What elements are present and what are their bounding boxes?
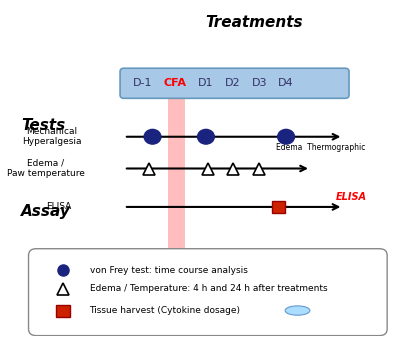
Text: ELISA: ELISA [46, 203, 72, 211]
Bar [272, 201, 285, 213]
FancyBboxPatch shape [120, 68, 349, 98]
FancyBboxPatch shape [28, 249, 387, 336]
Circle shape [198, 129, 214, 144]
Text: D1: D1 [198, 78, 214, 88]
Text: ELISA: ELISA [336, 192, 366, 202]
Text: Mechanical
Hyperalgesia: Mechanical Hyperalgesia [22, 127, 81, 147]
Text: CFA: CFA [164, 78, 187, 88]
Text: Tissue harvest (Cytokine dosage): Tissue harvest (Cytokine dosage) [90, 306, 240, 315]
Text: Assay: Assay [21, 205, 71, 219]
Text: D4: D4 [278, 78, 294, 88]
Ellipse shape [285, 306, 310, 315]
Text: Tests: Tests [21, 118, 65, 132]
Text: Edema  Thermographic: Edema Thermographic [276, 144, 365, 152]
Circle shape [144, 129, 161, 144]
Circle shape [278, 129, 294, 144]
Text: D3: D3 [252, 78, 267, 88]
Text: Edema /
Paw temperature: Edema / Paw temperature [7, 159, 85, 178]
Bar [56, 305, 70, 316]
Text: D2: D2 [225, 78, 240, 88]
Bar [168, 68, 185, 275]
Text: von Frey test: time course analysis: von Frey test: time course analysis [90, 266, 248, 275]
Text: Treatments: Treatments [205, 15, 302, 30]
Text: Edema / Temperature: 4 h and 24 h after treatments: Edema / Temperature: 4 h and 24 h after … [90, 284, 327, 293]
Text: D-1: D-1 [133, 78, 153, 88]
